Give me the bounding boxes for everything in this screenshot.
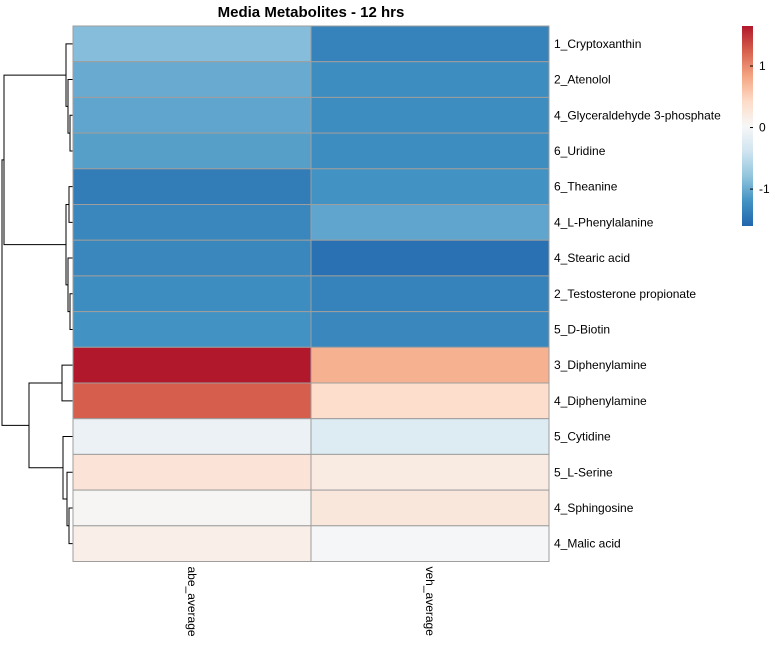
row-label: 4_Glyceraldehyde 3-phosphate <box>554 108 721 122</box>
legend-colorbar <box>742 26 753 226</box>
dendrogram-branch <box>69 114 73 152</box>
row-label: 5_L-Serine <box>554 465 613 479</box>
heatmap-cell <box>310 418 550 455</box>
heatmap-cell <box>310 311 550 348</box>
dendrogram-branch <box>67 257 73 313</box>
dendrogram-branch <box>3 74 66 246</box>
row-dendrogram <box>1 43 73 545</box>
row-label: 4_Diphenylamine <box>554 394 647 408</box>
heatmap-cell <box>72 275 312 313</box>
heatmap-cell <box>310 132 550 170</box>
row-label: 6_Theanine <box>554 180 618 194</box>
heatmap-cell <box>72 418 312 455</box>
dendrogram-branch <box>66 471 73 527</box>
heatmap-cell <box>72 239 312 277</box>
heatmap-cell <box>72 311 312 348</box>
heatmap-cell <box>310 25 550 63</box>
dendrogram-branch <box>1 159 29 426</box>
column-labels: abe_average veh_average <box>185 567 437 637</box>
row-label: 6_Uridine <box>554 144 606 158</box>
heatmap-cell <box>310 61 550 98</box>
row-label: 1_Cryptoxanthin <box>554 37 641 51</box>
heatmap-cell <box>310 239 550 277</box>
dendrogram-branch <box>61 364 73 402</box>
dendrogram-branch <box>68 186 73 223</box>
row-label: 5_D-Biotin <box>554 322 610 336</box>
row-label: 2_Testosterone propionate <box>554 287 696 301</box>
heatmap-cell <box>72 525 312 562</box>
heatmap-cell <box>310 346 550 384</box>
heatmap-cell <box>72 132 312 170</box>
heatmap-cell <box>72 346 312 384</box>
legend-tick-label: 1 <box>759 59 766 73</box>
row-label: 4_Sphingosine <box>554 501 634 515</box>
heatmap-cell <box>310 204 550 241</box>
dendrogram-branch <box>28 382 63 469</box>
column-label: abe_average <box>185 567 199 637</box>
chart-title: Media Metabolites - 12 hrs <box>218 4 405 21</box>
legend-tick-label: -1 <box>759 182 770 196</box>
dendrogram-branch <box>68 507 73 545</box>
heatmap-cell <box>310 489 550 527</box>
row-label: 5_Cytidine <box>554 430 611 444</box>
heatmap-cell <box>72 168 312 206</box>
dendrogram-branch <box>65 204 69 286</box>
heatmap-cell <box>72 382 312 420</box>
heatmap-cell <box>310 525 550 562</box>
dendrogram-branch <box>69 293 73 330</box>
column-label: veh_average <box>423 567 437 637</box>
heatmap-cell <box>310 168 550 206</box>
heatmap-cell <box>72 25 312 63</box>
heatmap-cell <box>72 204 312 241</box>
row-label: 4_Malic acid <box>554 537 621 551</box>
color-legend: 1 0 -1 <box>742 26 770 226</box>
heatmap-cell <box>310 382 550 420</box>
heatmap-cell <box>310 96 550 134</box>
dendrogram-branch <box>65 43 73 107</box>
row-label: 2_Atenolol <box>554 73 611 87</box>
heatmap-cell <box>310 453 550 491</box>
heatmap-cell <box>72 453 312 491</box>
dendrogram-branch <box>67 79 73 134</box>
row-label: 4_Stearic acid <box>554 251 630 265</box>
row-labels: 1_Cryptoxanthin 2_Atenolol 4_Glyceraldehyd… <box>554 37 721 551</box>
row-label: 4_L-Phenylalanine <box>554 215 654 229</box>
dendrogram-branch <box>62 436 73 500</box>
heatmap-cell <box>72 96 312 134</box>
heatmap-cell <box>72 61 312 98</box>
heatmap-cell <box>310 275 550 313</box>
heatmap-cell <box>72 489 312 527</box>
heatmap-cells <box>72 25 550 562</box>
row-label: 3_Diphenylamine <box>554 358 647 372</box>
legend-tick-label: 0 <box>759 121 766 135</box>
